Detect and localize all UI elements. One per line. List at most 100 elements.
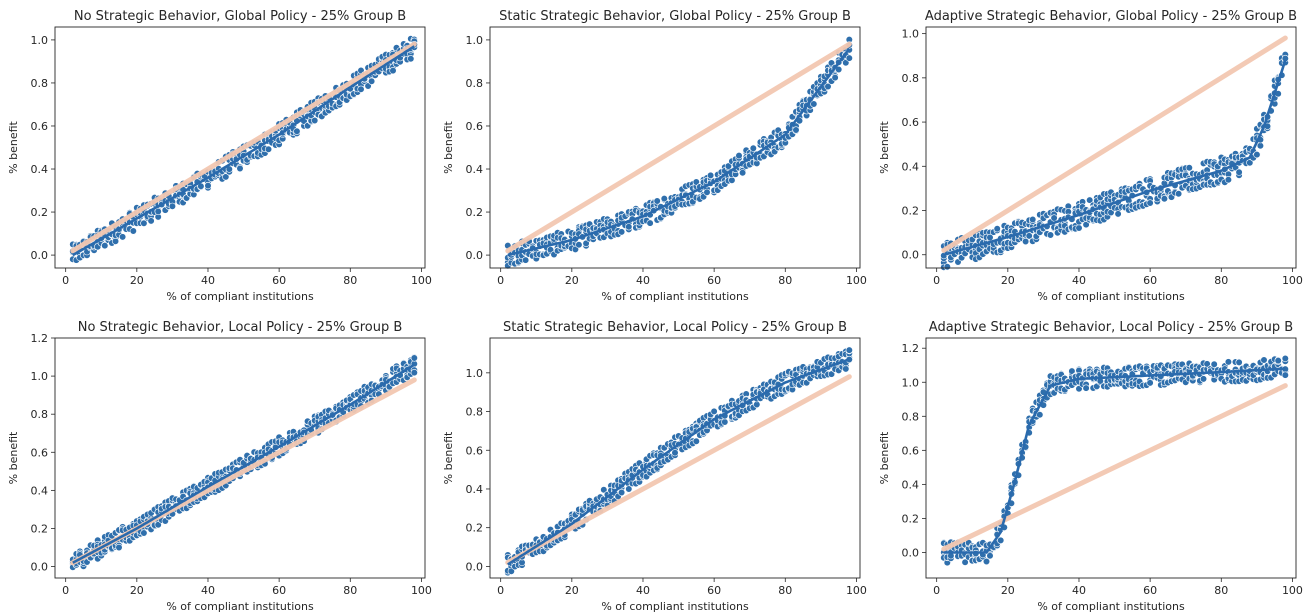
- x-tick-label: 0: [933, 584, 940, 597]
- y-axis-label: % benefit: [442, 120, 455, 173]
- x-tick-label: 60: [272, 584, 286, 597]
- y-tick-label: 0.4: [466, 163, 484, 176]
- data-point: [1036, 411, 1044, 419]
- data-point: [1025, 232, 1033, 240]
- data-point: [389, 66, 397, 75]
- y-tick-label: 0.4: [31, 163, 49, 176]
- data-point: [1021, 237, 1030, 246]
- data-point: [646, 219, 654, 227]
- data-point: [810, 100, 818, 108]
- x-tick-label: 80: [1214, 584, 1228, 597]
- data-point: [575, 241, 583, 249]
- x-tick-label: 60: [1143, 274, 1157, 287]
- data-point: [845, 54, 853, 62]
- x-axis-label: % of compliant institutions: [601, 600, 749, 613]
- plot-area: [925, 337, 1297, 579]
- data-point: [724, 162, 733, 170]
- x-tick-label: 80: [778, 274, 792, 287]
- data-point: [154, 207, 162, 216]
- data-point: [1260, 356, 1268, 364]
- x-tick-label: 0: [497, 584, 504, 597]
- plot-area: [54, 337, 426, 579]
- data-point: [101, 242, 109, 250]
- data-point: [407, 55, 415, 63]
- y-tick-label: 0.6: [466, 120, 484, 133]
- data-point: [1199, 375, 1208, 383]
- x-tick-label: 80: [1214, 274, 1228, 287]
- data-point: [1050, 214, 1058, 222]
- y-tick-label: 0.0: [902, 546, 920, 559]
- data-point: [1029, 215, 1037, 224]
- data-point: [1224, 176, 1232, 184]
- x-tick-label: 40: [636, 584, 650, 597]
- data-point: [222, 173, 230, 181]
- data-point: [827, 370, 836, 378]
- y-tick-label: 0.6: [902, 444, 920, 457]
- fit-line: [943, 59, 1287, 256]
- y-tick-label: 0.4: [902, 478, 920, 491]
- x-axis-label: % of compliant institutions: [1037, 600, 1185, 613]
- x-axis-label: % of compliant institutions: [166, 290, 314, 303]
- data-point: [997, 536, 1005, 545]
- data-point: [961, 558, 969, 566]
- chart-title: Adaptive Strategic Behavior, Local Polic…: [929, 320, 1293, 335]
- y-tick-label: 0.8: [902, 72, 920, 85]
- x-axis-label: % of compliant institutions: [166, 600, 314, 613]
- y-tick-label: 0.8: [31, 77, 49, 90]
- data-point: [835, 65, 843, 74]
- data-point: [1146, 379, 1154, 387]
- y-tick-label: 0.2: [902, 512, 920, 525]
- y-tick-label: 0.0: [31, 561, 49, 574]
- x-tick-label: 20: [565, 584, 579, 597]
- data-point: [1046, 231, 1055, 239]
- x-tick-label: 20: [1001, 274, 1015, 287]
- y-tick-label: 0.2: [466, 522, 484, 535]
- data-point: [943, 263, 951, 271]
- y-tick-label: 1.0: [466, 34, 484, 47]
- data-point: [845, 346, 853, 354]
- y-tick-label: 0.2: [902, 205, 920, 218]
- y-axis-label: % benefit: [878, 431, 891, 484]
- data-point: [671, 449, 679, 457]
- y-tick-label: 0.4: [902, 160, 920, 173]
- data-point: [410, 369, 418, 377]
- data-point: [1082, 384, 1090, 392]
- y-tick-label: 1.0: [31, 34, 49, 47]
- data-point: [831, 73, 839, 82]
- y-tick-label: 0.4: [31, 484, 49, 497]
- fit-line: [943, 367, 1286, 554]
- data-point: [653, 197, 661, 205]
- x-tick-label: 100: [846, 584, 867, 597]
- data-point: [703, 188, 711, 196]
- x-tick-label: 60: [272, 274, 286, 287]
- y-tick-label: 1.0: [466, 367, 484, 380]
- y-tick-label: 0.6: [31, 120, 49, 133]
- data-point: [706, 171, 715, 179]
- y-tick-label: 0.8: [466, 77, 484, 90]
- data-point: [625, 485, 633, 493]
- scatter-points: [504, 346, 853, 577]
- data-point: [264, 145, 273, 153]
- reference-line: [70, 41, 417, 254]
- data-point: [410, 354, 418, 362]
- reference-line: [941, 383, 1288, 552]
- x-tick-label: 100: [1282, 274, 1303, 287]
- y-tick-label: 0.6: [466, 444, 484, 457]
- plot-area: [489, 337, 861, 579]
- data-point: [546, 246, 555, 254]
- data-point: [1235, 358, 1243, 367]
- y-axis-label: % benefit: [7, 431, 20, 484]
- y-tick-label: 0.2: [31, 206, 49, 219]
- data-point: [1281, 354, 1289, 363]
- y-tick-label: 0.0: [466, 560, 484, 573]
- data-point: [1185, 164, 1193, 172]
- data-point: [311, 116, 319, 125]
- x-tick-label: 40: [201, 274, 215, 287]
- chart-panel-2: Static Strategic Behavior, Global Policy…: [442, 9, 867, 303]
- fit-line: [507, 47, 851, 257]
- data-point: [582, 239, 590, 247]
- x-axis-label: % of compliant institutions: [1037, 290, 1185, 303]
- data-point: [660, 195, 668, 203]
- chart-panel-4: No Strategic Behavior, Local Policy - 25…: [7, 320, 432, 613]
